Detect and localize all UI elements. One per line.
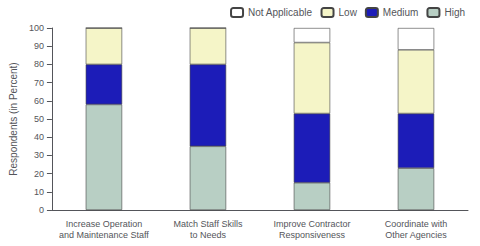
svg-text:20: 20 [34, 169, 44, 179]
svg-text:Match Staff Skills: Match Staff Skills [174, 219, 243, 229]
svg-text:Low: Low [339, 7, 358, 18]
svg-text:Increase Operation: Increase Operation [66, 219, 143, 229]
svg-text:Not Applicable: Not Applicable [248, 7, 312, 18]
svg-text:10: 10 [34, 187, 44, 197]
svg-text:80: 80 [34, 59, 44, 69]
svg-text:40: 40 [34, 132, 44, 142]
svg-text:30: 30 [34, 150, 44, 160]
svg-text:Coordinate with: Coordinate with [385, 219, 448, 229]
svg-text:60: 60 [34, 96, 44, 106]
svg-text:Responsiveness: Responsiveness [279, 230, 346, 240]
svg-text:Medium: Medium [383, 7, 419, 18]
svg-text:100: 100 [29, 23, 44, 33]
svg-text:High: High [444, 7, 465, 18]
svg-text:0: 0 [39, 205, 44, 215]
svg-text:Other Agencies: Other Agencies [385, 230, 447, 240]
svg-text:50: 50 [34, 114, 44, 124]
svg-text:and Maintenance Staff: and Maintenance Staff [59, 230, 149, 240]
svg-text:70: 70 [34, 78, 44, 88]
svg-text:to Needs: to Needs [190, 230, 227, 240]
svg-text:Improve Contractor: Improve Contractor [273, 219, 350, 229]
svg-text:Respondents (in Percent): Respondents (in Percent) [8, 62, 19, 175]
svg-text:90: 90 [34, 41, 44, 51]
